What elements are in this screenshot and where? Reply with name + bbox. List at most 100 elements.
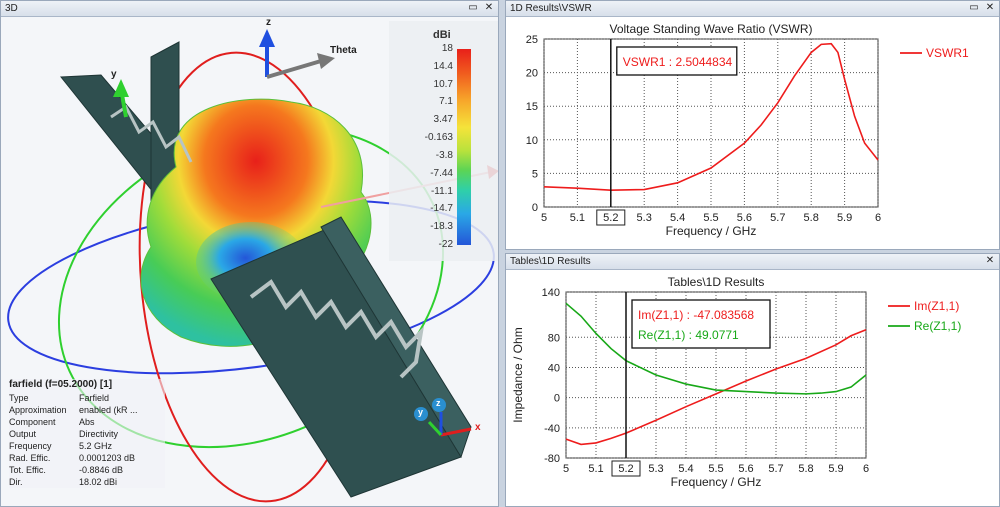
legend-label: VSWR1: [926, 46, 969, 60]
theta-arrow-head: [317, 53, 335, 69]
x-tick-label: 5.5: [703, 212, 718, 224]
mini-z-ball: [432, 398, 446, 412]
marker-annotation-text: VSWR1 : 2.5044834: [623, 55, 733, 69]
x-tick-label: 5: [541, 212, 547, 224]
info-row: Output Directivity: [9, 428, 165, 440]
close-button[interactable]: ✕: [484, 2, 494, 13]
info-value: Abs: [79, 417, 95, 427]
x-tick-label: 5.7: [768, 463, 783, 475]
mini-y-ball: [414, 407, 428, 421]
mini-x-label: x: [475, 422, 481, 433]
chart-title: Voltage Standing Wave Ratio (VSWR): [610, 22, 813, 36]
pcb-wall-front: [320, 216, 472, 459]
y-tick-label: 15: [526, 101, 538, 113]
x-tick-label: 6: [875, 212, 881, 224]
scale-tick: 7.1: [439, 96, 453, 108]
marker-x-label: 5.2: [603, 212, 618, 224]
scale-tick: 10.7: [433, 78, 453, 90]
x-tick-label: 5.3: [648, 463, 663, 475]
theta-arrow: [266, 59, 322, 79]
close-button[interactable]: ✕: [985, 2, 995, 13]
marker-annotation-text: Im(Z1,1) : -47.083568: [638, 308, 754, 322]
vswr-chart[interactable]: Voltage Standing Wave Ratio (VSWR) 5 5.1 5.…: [506, 17, 999, 249]
info-value: 18.02 dBi: [79, 477, 118, 487]
x-tick-label: 5.9: [828, 463, 843, 475]
impedance-panel: Tables\1D Results ✕ Tables\1D Results 5 5.…: [505, 253, 1000, 507]
y-tick-label: 5: [532, 168, 538, 180]
panel-3d-titlebar[interactable]: 3D ▭ ✕: [1, 1, 498, 17]
y-tick-label: -80: [544, 453, 560, 465]
x-tick-label: 5.5: [708, 463, 723, 475]
legend-label: Re(Z1,1): [914, 319, 961, 333]
series-line: [565, 328, 867, 446]
panel-3d-title: 3D: [5, 3, 18, 14]
y-tick-label: 10: [526, 135, 538, 147]
vswr-panel: 1D Results\VSWR ▭ ✕ Voltage Standing Wav…: [505, 0, 1000, 250]
y-tick-label: 80: [548, 332, 560, 344]
panel-vswr-titlebar[interactable]: 1D Results\VSWR ▭ ✕: [506, 1, 999, 17]
info-row: Rad. Effic. 0.0001203 dB: [9, 452, 165, 464]
x-tick-label: 5.6: [738, 463, 753, 475]
x-axis-label: Frequency / GHz: [671, 475, 762, 489]
meander-line: [249, 279, 424, 379]
y-axis-label: Impedance / Ohm: [511, 327, 525, 422]
restore-button[interactable]: ▭: [468, 2, 478, 13]
series-line: [543, 42, 879, 192]
y-tick-label: 140: [542, 287, 560, 299]
x-axis-label: Frequency / GHz: [666, 224, 757, 238]
3d-viewport[interactable]: Theta z y y z x dBi 18 14.4 10.7 7.1 3.47 -0.…: [1, 17, 498, 506]
info-row: Component Abs: [9, 416, 165, 428]
restore-button[interactable]: ✕: [985, 255, 995, 266]
scale-unit: dBi: [433, 29, 451, 41]
series-line: [565, 302, 867, 395]
mini-z-label: z: [436, 398, 441, 408]
marker-x-box: [596, 209, 626, 226]
theta-label: Theta: [330, 45, 357, 56]
scale-tick: -18.3: [430, 221, 453, 233]
info-value: Directivity: [79, 429, 119, 439]
x-tick-label: 5.9: [837, 212, 852, 224]
y-tick-label: 0: [532, 202, 538, 214]
info-value: 5.2 GHz: [79, 441, 113, 451]
farfield-3d-panel: 3D ▭ ✕: [0, 0, 499, 507]
x-tick-label: 5.1: [570, 212, 585, 224]
x-tick-label: 5.8: [804, 212, 819, 224]
x-tick-label: 5.7: [770, 212, 785, 224]
panel-impedance-title: Tables\1D Results: [510, 256, 591, 267]
y-axis-label: y: [111, 69, 117, 80]
info-row: Dir. 18.02 dBi: [9, 476, 165, 488]
scale-tick: -22: [438, 239, 453, 250]
y-axis-head: [113, 79, 129, 97]
panel-impedance-titlebar[interactable]: Tables\1D Results ✕: [506, 254, 999, 270]
x-tick-label: 5.4: [678, 463, 693, 475]
impedance-chart[interactable]: Tables\1D Results 5 5.1 5.2 5.3 5.4 5.5 5.6 5.7 5…: [506, 270, 999, 506]
x-tick-label: 5.3: [637, 212, 652, 224]
mini-x-axis: [440, 427, 472, 437]
farfield-pattern-graphic: [7, 29, 498, 503]
z-axis-label: z: [266, 17, 271, 28]
info-key: Rad. Effic.: [9, 453, 51, 463]
scale-tick: 14.4: [433, 60, 453, 72]
marker-annotation-text: Re(Z1,1) : 49.0771: [638, 328, 739, 342]
marker-x-box: [611, 460, 641, 477]
marker-annotation-box: [616, 46, 738, 76]
color-scale: dBi 18 14.4 10.7 7.1 3.47 -0.163 -3.8 -7.44 -11.…: [389, 21, 498, 261]
info-row: Type Farfield: [9, 392, 165, 404]
info-key: Approximation: [9, 405, 67, 415]
scale-tick: 18: [441, 43, 453, 54]
info-key: Type: [9, 393, 29, 403]
mini-y-label: y: [418, 407, 424, 417]
scale-tick: 3.47: [433, 114, 453, 126]
x-tick-label: 5.4: [670, 212, 685, 224]
x-tick-label: 5.1: [588, 463, 603, 475]
info-value: enabled (kR ...: [79, 405, 138, 415]
info-value: -0.8846 dB: [79, 465, 124, 475]
scale-tick: -7.44: [430, 167, 453, 179]
y-tick-label: -40: [544, 423, 560, 435]
y-tick-label: 20: [526, 68, 538, 80]
mini-y-axis: [427, 420, 443, 437]
info-key: Tot. Effic.: [9, 465, 46, 475]
chart-title: Tables\1D Results: [668, 275, 765, 289]
restore-button[interactable]: ▭: [969, 2, 979, 13]
marker-annotation-box: [631, 299, 771, 349]
